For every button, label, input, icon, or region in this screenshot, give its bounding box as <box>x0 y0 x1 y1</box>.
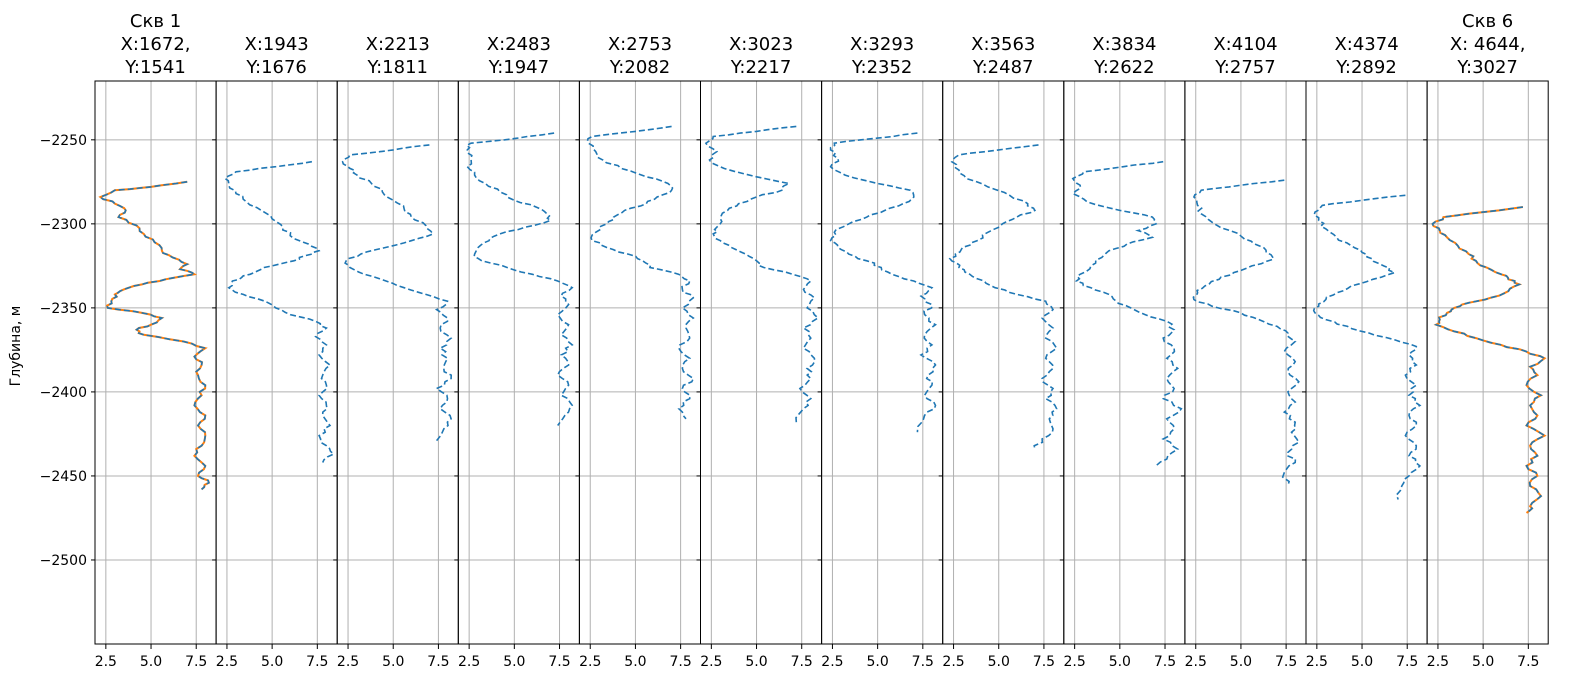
panel-title-line: X:3834 <box>1092 34 1156 55</box>
modeled-log-line <box>948 144 1058 450</box>
modeled-log-line <box>98 181 210 490</box>
modeled-log-line <box>1071 160 1183 468</box>
x-tick-label: 7.5 <box>1033 654 1055 670</box>
x-tick-label: 7.5 <box>427 654 449 670</box>
panel-title-line: X:1943 <box>245 34 309 55</box>
x-tick-label: 5.0 <box>503 654 525 670</box>
panel-title-line: X:2213 <box>366 34 430 55</box>
panel-1: 2.5 5.0 7.5 −2250 −2300 −2350 −2400 −2450 −2500 С… <box>40 11 217 670</box>
panel-title-line: Y:2352 <box>851 57 912 78</box>
x-tick-label: 5.0 <box>1230 654 1252 670</box>
x-tick-label: 7.5 <box>912 654 934 670</box>
panel-title-line: Y:1676 <box>245 57 306 78</box>
panel-title-line: X:1672, <box>121 34 191 55</box>
panel-title-line: Y:1811 <box>367 57 428 78</box>
modeled-log-line <box>341 144 453 442</box>
x-tick-label: 5.0 <box>1109 654 1131 670</box>
panel-title-line: X:2753 <box>608 34 672 55</box>
x-tick-label: 5.0 <box>1351 654 1373 670</box>
x-tick-label: 2.5 <box>579 654 601 670</box>
panel-title-line: Y:2082 <box>609 57 670 78</box>
panel-title-line: X: 4644, <box>1450 34 1526 55</box>
modeled-log-line <box>829 132 938 433</box>
x-tick-label: 7.5 <box>1154 654 1176 670</box>
panel-title-line: X:3293 <box>850 34 914 55</box>
x-tick-label: 2.5 <box>1064 654 1086 670</box>
x-tick-label: 5.0 <box>745 654 767 670</box>
y-tick-label: −2350 <box>40 301 87 317</box>
panels-group: 2.5 5.0 7.5 −2250 −2300 −2350 −2400 −2450 −2500 С… <box>40 11 1549 670</box>
panel-title-line: Скв 1 <box>130 11 181 32</box>
panel-title-line: Y:1947 <box>488 57 549 78</box>
x-tick-label: 7.5 <box>1517 654 1539 670</box>
panel-title-line: X:3023 <box>729 34 793 55</box>
modeled-log-line <box>1192 179 1300 487</box>
x-tick-label: 5.0 <box>382 654 404 670</box>
modeled-log-line <box>586 125 695 420</box>
x-tick-label: 5.0 <box>261 654 283 670</box>
x-tick-label: 7.5 <box>306 654 328 670</box>
x-tick-label: 5.0 <box>988 654 1010 670</box>
x-tick-label: 7.5 <box>1275 654 1297 670</box>
panel-title-line: Y:2892 <box>1335 57 1396 78</box>
x-tick-label: 7.5 <box>791 654 813 670</box>
modeled-log-line <box>223 160 336 463</box>
x-tick-label: 2.5 <box>95 654 117 670</box>
x-tick-label: 2.5 <box>942 654 964 670</box>
panel-title-line: Y:2757 <box>1214 57 1275 78</box>
x-tick-label: 2.5 <box>1306 654 1328 670</box>
modeled-log-line <box>704 125 820 423</box>
panel-title-line: Y:2487 <box>972 57 1033 78</box>
x-tick-label: 7.5 <box>185 654 207 670</box>
x-tick-label: 2.5 <box>216 654 238 670</box>
panel-title-line: Y:2217 <box>730 57 791 78</box>
modeled-log-line <box>465 132 574 426</box>
x-tick-label: 7.5 <box>669 654 691 670</box>
x-tick-label: 5.0 <box>140 654 162 670</box>
y-tick-label: −2500 <box>40 553 87 569</box>
modeled-log-line <box>1312 194 1422 500</box>
x-tick-label: 7.5 <box>1396 654 1418 670</box>
panel-frame <box>1426 80 1549 645</box>
measured-log-line <box>98 180 211 491</box>
x-tick-label: 2.5 <box>700 654 722 670</box>
x-tick-label: 5.0 <box>866 654 888 670</box>
panel-title-line: X:4104 <box>1213 34 1277 55</box>
x-tick-label: 2.5 <box>1427 654 1449 670</box>
y-axis-label: Глубина, м <box>8 306 24 387</box>
panel-title-line: X:3563 <box>971 34 1035 55</box>
x-tick-label: 2.5 <box>337 654 359 670</box>
panel-title-line: X:4374 <box>1334 34 1398 55</box>
x-tick-label: 5.0 <box>624 654 646 670</box>
x-tick-label: 7.5 <box>548 654 570 670</box>
y-tick-label: −2250 <box>40 133 87 149</box>
panel-title-line: Скв 6 <box>1462 11 1513 32</box>
panel-title-line: X:2483 <box>487 34 551 55</box>
x-tick-label: 5.0 <box>1472 654 1494 670</box>
y-tick-label: −2300 <box>40 217 87 233</box>
panel-12: 2.5 5.0 7.5 Скв 6X: 4644,Y:3027 <box>1423 11 1549 670</box>
y-tick-label: −2400 <box>40 385 87 401</box>
panel-title-line: Y:1541 <box>124 57 185 78</box>
x-tick-label: 2.5 <box>1185 654 1207 670</box>
panel-title-line: Y:3027 <box>1456 57 1517 78</box>
modeled-log-line <box>1431 206 1547 514</box>
panel-title-line: Y:2622 <box>1093 57 1154 78</box>
y-tick-label: −2450 <box>40 469 87 485</box>
x-tick-label: 2.5 <box>821 654 843 670</box>
x-tick-label: 2.5 <box>458 654 480 670</box>
